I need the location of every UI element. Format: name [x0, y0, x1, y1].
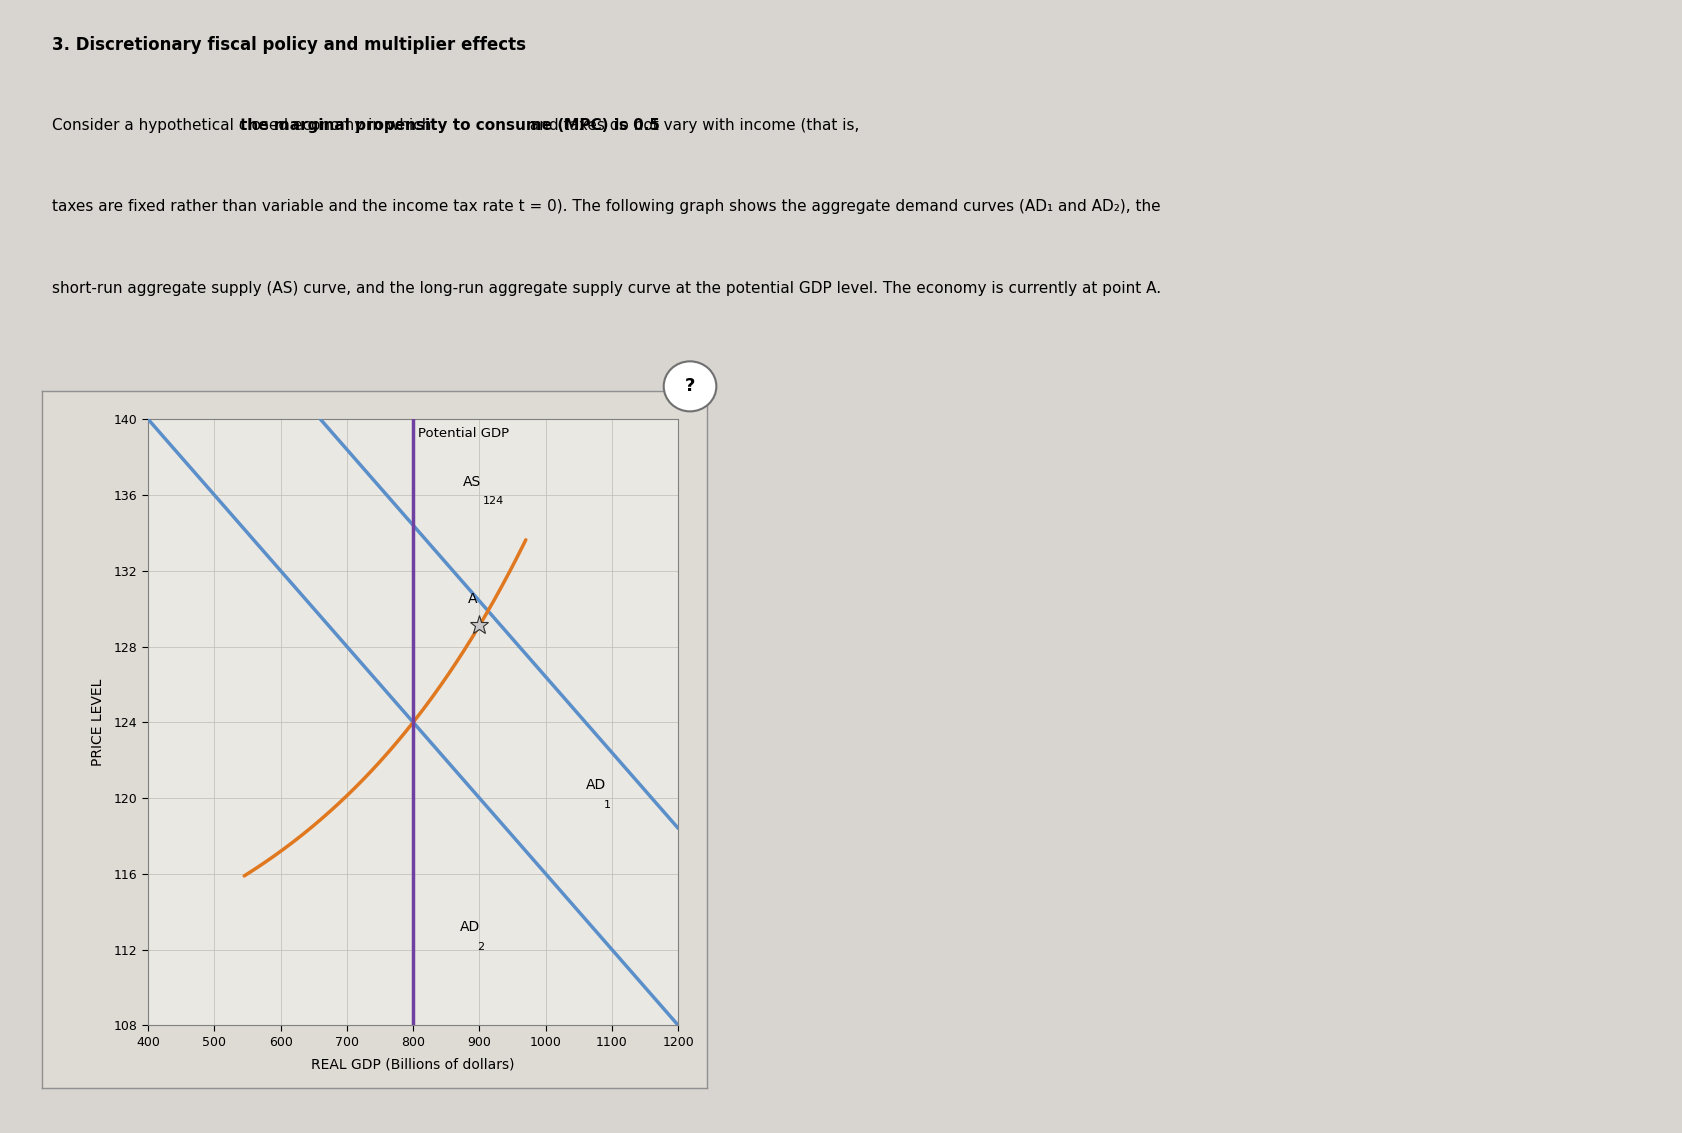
- Text: A: A: [468, 591, 476, 606]
- Text: 3. Discretionary fiscal policy and multiplier effects: 3. Discretionary fiscal policy and multi…: [52, 36, 526, 54]
- Text: Consider a hypothetical closed economy in which: Consider a hypothetical closed economy i…: [52, 118, 436, 133]
- Text: 2: 2: [478, 942, 484, 952]
- Circle shape: [663, 361, 717, 411]
- Text: and taxes do not vary with income (that is,: and taxes do not vary with income (that …: [525, 118, 858, 133]
- Text: the marginal propensity to consume (MPC) is 0.5: the marginal propensity to consume (MPC)…: [241, 118, 659, 133]
- Y-axis label: PRICE LEVEL: PRICE LEVEL: [91, 679, 106, 766]
- Text: AD: AD: [585, 777, 606, 792]
- Text: taxes are fixed rather than variable and the income tax rate t = 0). The followi: taxes are fixed rather than variable and…: [52, 199, 1161, 214]
- Text: 124: 124: [483, 496, 503, 506]
- Text: AS: AS: [463, 475, 481, 488]
- Text: AD: AD: [459, 920, 479, 934]
- X-axis label: REAL GDP (Billions of dollars): REAL GDP (Billions of dollars): [311, 1057, 515, 1071]
- Text: short-run aggregate supply (AS) curve, and the long-run aggregate supply curve a: short-run aggregate supply (AS) curve, a…: [52, 281, 1161, 296]
- Text: ?: ?: [685, 377, 695, 395]
- Text: 1: 1: [604, 800, 611, 809]
- Text: Potential GDP: Potential GDP: [419, 427, 510, 440]
